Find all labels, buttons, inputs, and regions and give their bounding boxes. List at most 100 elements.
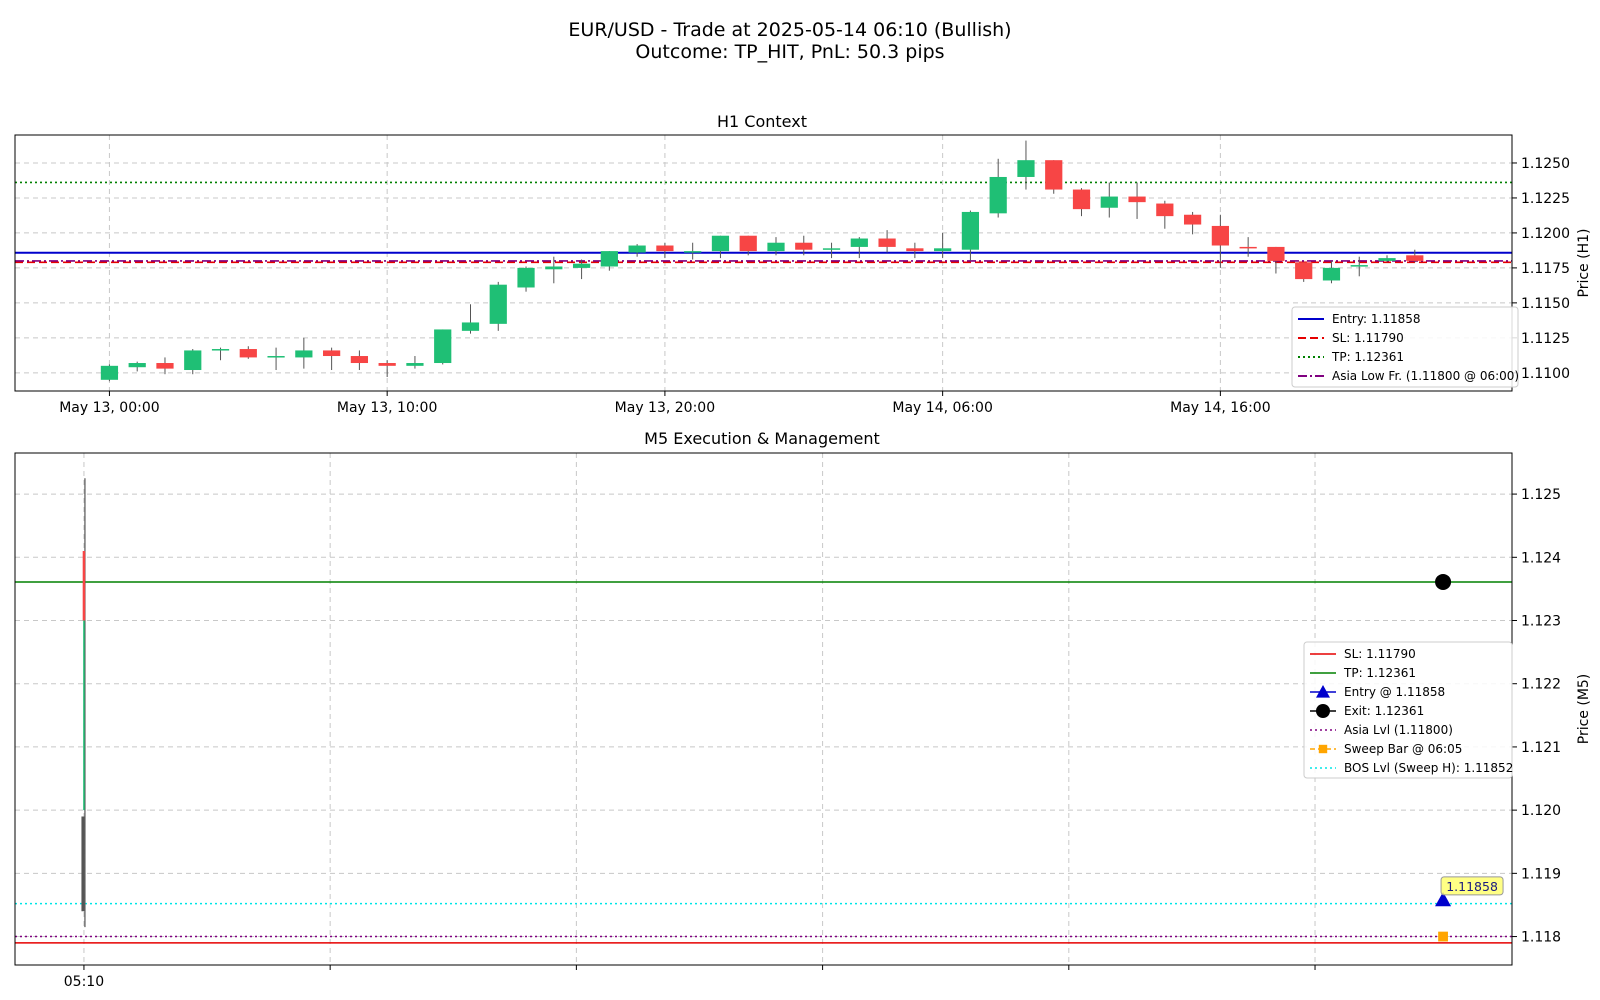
h1-y-axis: 1.1100 1.1125 1.1150 1.1175 1.1200 1.1225 1.12… bbox=[1512, 156, 1570, 382]
m5-ytick-label: 1.123 bbox=[1521, 614, 1561, 630]
m5-ytick-label: 1.118 bbox=[1521, 930, 1561, 946]
h1-candle-body bbox=[1183, 214, 1202, 225]
m5-legend-label: Entry @ 1.11858 bbox=[1344, 685, 1445, 699]
h1-candle-body bbox=[906, 248, 924, 252]
h1-candle-body bbox=[1045, 160, 1063, 190]
h1-candle-body bbox=[184, 350, 202, 371]
h1-candle-body bbox=[1128, 196, 1146, 203]
h1-ytick-label: 1.1225 bbox=[1521, 191, 1570, 207]
h1-candle-body bbox=[295, 350, 313, 358]
h1-candle-body bbox=[434, 329, 452, 364]
m5-legend-box bbox=[1303, 641, 1513, 779]
m5-entry-annotation-box bbox=[1440, 876, 1504, 896]
h1-candle-body bbox=[878, 238, 896, 247]
h1-panel-title: H1 Context bbox=[717, 112, 807, 131]
m5-marker-square bbox=[1438, 931, 1448, 942]
h1-candle-body bbox=[128, 363, 146, 368]
h1-candle-body bbox=[656, 245, 674, 252]
h1-candle-body bbox=[628, 245, 646, 253]
h1-legend-label: SL: 1.11790 bbox=[1332, 331, 1404, 345]
h1-candle-body bbox=[572, 263, 591, 268]
h1-candle-body bbox=[378, 363, 396, 366]
h1-xtick-label: May 13, 00:00 bbox=[59, 400, 159, 416]
m5-legend-label: Asia Lvl (1.11800) bbox=[1344, 723, 1453, 737]
h1-candle-body bbox=[934, 248, 952, 252]
h1-ytick-label: 1.1250 bbox=[1521, 156, 1570, 172]
m5-legend-label: Sweep Bar @ 06:05 bbox=[1344, 742, 1462, 756]
h1-candle-body bbox=[1072, 189, 1091, 210]
h1-candle-body bbox=[1322, 267, 1341, 281]
h1-candle-body bbox=[795, 242, 813, 250]
h1-x-axis: May 13, 00:00 May 13, 10:00 May 13, 20:00 M… bbox=[59, 391, 1271, 416]
m5-ylabel: Price (M5) bbox=[1576, 674, 1592, 745]
m5-legend-swatch-marker bbox=[1318, 744, 1328, 754]
h1-candle-body bbox=[489, 284, 507, 324]
m5-x-axis: 05:10 bbox=[64, 965, 1316, 990]
h1-candle-body bbox=[961, 211, 980, 250]
h1-legend-label: Asia Low Fr. (1.11800 @ 06:00) bbox=[1332, 369, 1519, 383]
h1-candle-body bbox=[822, 248, 841, 250]
h1-candle-body bbox=[545, 266, 563, 270]
m5-legend: SL: 1.11790 TP: 1.12361 Entry @ 1.11858 Exi… bbox=[1303, 641, 1513, 779]
h1-candle-body bbox=[267, 356, 285, 358]
h1-candle-body bbox=[1239, 246, 1257, 249]
m5-ytick-label: 1.124 bbox=[1521, 550, 1561, 566]
m5-legend-swatch-marker bbox=[1316, 704, 1330, 718]
h1-xtick-label: May 14, 06:00 bbox=[892, 400, 992, 416]
h1-ytick-label: 1.1125 bbox=[1521, 331, 1570, 347]
h1-candle-body bbox=[100, 365, 119, 380]
h1-plot-frame bbox=[14, 134, 1513, 392]
h1-xtick-label: May 14, 16:00 bbox=[1170, 400, 1270, 416]
h1-ytick-label: 1.1175 bbox=[1521, 261, 1570, 277]
h1-candle-body bbox=[684, 251, 702, 253]
h1-candle-body bbox=[406, 363, 424, 366]
h1-candle-body bbox=[461, 322, 480, 331]
m5-markers: 1.11858 bbox=[1435, 573, 1504, 942]
h1-candle-body bbox=[1267, 246, 1285, 261]
h1-candle-body bbox=[1295, 262, 1313, 280]
m5-marker-triangle bbox=[1435, 891, 1452, 907]
h1-candles bbox=[100, 140, 1424, 382]
h1-candle-body bbox=[350, 356, 369, 364]
h1-panel: 1.1100 1.1125 1.1150 1.1175 1.1200 1.1225 1.12… bbox=[14, 134, 1592, 416]
figure-title-line2: Outcome: TP_HIT, PnL: 50.3 pips bbox=[635, 41, 944, 63]
h1-levels bbox=[15, 181, 1512, 264]
m5-y-axis: 1.118 1.119 1.120 1.121 1.122 1.123 1.124 1.125 bbox=[1512, 487, 1561, 946]
m5-levels bbox=[15, 581, 1512, 944]
m5-legend-swatch-marker bbox=[1316, 685, 1330, 698]
h1-ylabel: Price (H1) bbox=[1576, 229, 1592, 298]
h1-ytick-label: 1.1150 bbox=[1521, 296, 1570, 312]
m5-legend-label: Exit: 1.12361 bbox=[1344, 704, 1424, 718]
h1-candle-body bbox=[1017, 160, 1035, 177]
h1-candle-body bbox=[1406, 255, 1424, 261]
h1-candle-body bbox=[156, 363, 174, 369]
figure-title-line1: EUR/USD - Trade at 2025-05-14 06:10 (Bul… bbox=[568, 19, 1011, 41]
h1-candle-body bbox=[1211, 225, 1229, 246]
m5-panel-title: M5 Execution & Management bbox=[644, 429, 880, 448]
m5-xtick-label: 05:10 bbox=[64, 974, 104, 990]
m5-ytick-label: 1.119 bbox=[1521, 866, 1561, 882]
m5-grid bbox=[15, 453, 1512, 965]
h1-legend-box bbox=[1291, 306, 1519, 388]
h1-candle-body bbox=[600, 251, 618, 267]
m5-legend-label: BOS Lvl (Sweep H): 1.11852 bbox=[1344, 761, 1513, 775]
m5-plot-frame bbox=[14, 452, 1513, 966]
m5-ytick-label: 1.120 bbox=[1521, 803, 1561, 819]
h1-ytick-label: 1.1200 bbox=[1521, 226, 1570, 242]
h1-candle-body bbox=[323, 350, 341, 357]
h1-xtick-label: May 13, 10:00 bbox=[337, 400, 437, 416]
m5-price-series bbox=[81, 478, 86, 928]
m5-ytick-label: 1.122 bbox=[1521, 677, 1561, 693]
h1-candle-body bbox=[239, 349, 257, 358]
m5-marker-circle bbox=[1435, 573, 1452, 590]
h1-legend-label: TP: 1.12361 bbox=[1331, 350, 1404, 364]
m5-legend-label: SL: 1.11790 bbox=[1344, 647, 1416, 661]
m5-ytick-label: 1.125 bbox=[1521, 487, 1561, 503]
m5-ytick-label: 1.121 bbox=[1521, 740, 1561, 756]
h1-candle-body bbox=[989, 176, 1007, 214]
h1-candle-body bbox=[767, 242, 785, 252]
m5-panel: 1.11858 1.1181.1191.1201.1211.1221.1231.… bbox=[14, 452, 1592, 990]
h1-candle-body bbox=[1378, 258, 1396, 261]
h1-candle-body bbox=[850, 238, 868, 247]
h1-candle-body bbox=[517, 267, 535, 288]
